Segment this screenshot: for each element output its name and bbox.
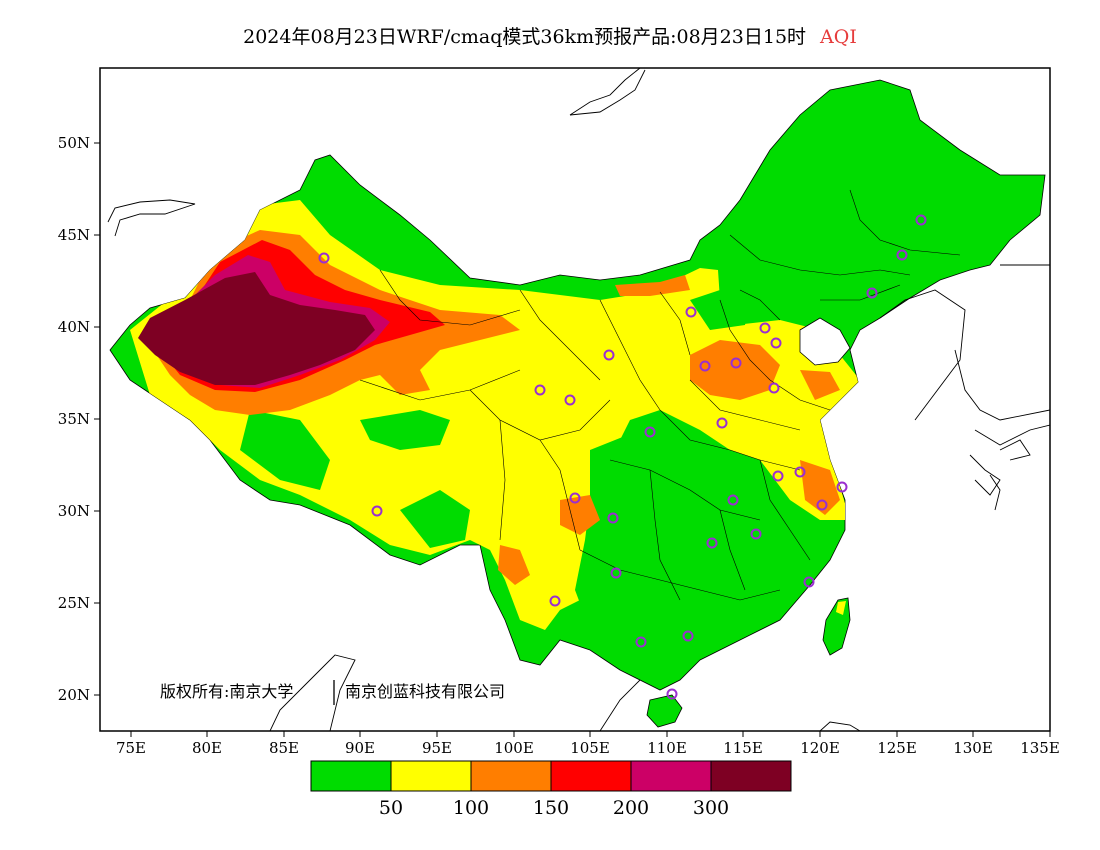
colorbar-swatch: [710, 760, 792, 792]
station-marker: [682, 630, 694, 642]
colorbar-label: 300: [693, 797, 729, 819]
title-variable: AQI: [820, 26, 857, 48]
station-marker: [603, 349, 615, 361]
station-marker: [730, 357, 742, 369]
lon-label: 100E: [494, 739, 534, 757]
station-marker: [896, 249, 908, 261]
colorbar-swatch: [630, 760, 712, 792]
lat-label: 50N: [58, 134, 90, 152]
lon-label: 85E: [269, 739, 299, 757]
title-main: 2024年08月23日WRF/cmaq模式36km预报产品:08月23日15时: [243, 26, 807, 48]
copyright-company: 南京创蓝科技有限公司: [345, 682, 505, 701]
aqi-band-orange: [560, 495, 600, 535]
station-marker: [770, 337, 782, 349]
aqi-band-maroon: [138, 272, 375, 385]
lon-label: 90E: [345, 739, 375, 757]
lon-label: 135E: [1020, 739, 1060, 757]
station-marker: [768, 382, 780, 394]
lat-label: 30N: [58, 502, 90, 520]
aqi-colorbar: 50 100 150 200 300: [310, 760, 792, 819]
lat-label: 25N: [58, 594, 90, 612]
colorbar-label: 100: [453, 797, 489, 819]
station-marker: [371, 505, 383, 517]
aqi-patch-green: [240, 410, 330, 490]
station-marker: [836, 481, 848, 493]
colorbar-label: 50: [379, 797, 403, 819]
neighbor-coastlines: [107, 68, 1050, 731]
colorbar-swatch: [390, 760, 472, 792]
lon-label: 130E: [953, 739, 993, 757]
lat-label: 20N: [58, 686, 90, 704]
aqi-band-orange: [800, 370, 840, 400]
station-marker: [685, 306, 697, 318]
station-marker: [750, 528, 762, 540]
station-marker: [915, 214, 927, 226]
aqi-patch-green: [400, 490, 470, 548]
station-marker: [727, 494, 739, 506]
aqi-band-orange: [800, 460, 840, 515]
lon-label: 95E: [422, 739, 452, 757]
station-marker: [866, 287, 878, 299]
aqi-patch-green: [360, 410, 450, 450]
station-marker: [772, 470, 784, 482]
lon-label: 120E: [800, 739, 840, 757]
lon-label: 80E: [192, 739, 222, 757]
station-marker: [816, 499, 828, 511]
latitude-axis: 50N 45N 40N 35N 30N 25N 20N: [58, 134, 100, 704]
colorbar-swatch: [310, 760, 392, 792]
station-marker: [803, 576, 815, 588]
colorbar-label: 150: [533, 797, 569, 819]
station-marker: [564, 394, 576, 406]
station-marker: [607, 512, 619, 524]
aqi-band-orange: [690, 340, 780, 400]
aqi-band-orange: [498, 545, 530, 585]
colorbar-swatch: [550, 760, 632, 792]
station-markers: [318, 214, 927, 700]
colorbar-label: 200: [613, 797, 649, 819]
station-marker: [534, 384, 546, 396]
lon-label: 105E: [570, 739, 610, 757]
bohai-sea: [799, 317, 851, 366]
aqi-patch-green: [575, 430, 770, 650]
taiwan-yellow: [836, 601, 846, 615]
lon-label: 125E: [877, 739, 917, 757]
station-marker: [635, 636, 647, 648]
station-marker: [549, 595, 561, 607]
lon-label: 115E: [723, 739, 763, 757]
lat-label: 35N: [58, 410, 90, 428]
lat-label: 40N: [58, 318, 90, 336]
hainan-region: [646, 694, 683, 728]
station-marker: [794, 466, 806, 478]
station-marker: [666, 688, 678, 700]
station-marker: [759, 322, 771, 334]
copyright-owner: 版权所有:南京大学: [160, 682, 293, 701]
station-marker: [610, 567, 622, 579]
station-marker: [644, 426, 656, 438]
lat-label: 45N: [58, 226, 90, 244]
station-marker: [699, 360, 711, 372]
aqi-patch-green: [690, 290, 750, 330]
longitude-axis: 75E 80E 85E 90E 95E 100E 105E 110E 115E …: [116, 731, 1060, 757]
station-marker: [716, 417, 728, 429]
lon-label: 75E: [116, 739, 146, 757]
lon-label: 110E: [647, 739, 687, 757]
colorbar-swatch: [470, 760, 552, 792]
aqi-band-orange: [615, 275, 690, 296]
station-marker: [318, 252, 330, 264]
station-marker: [706, 537, 718, 549]
province-boundaries: [359, 189, 961, 601]
station-marker: [569, 492, 581, 504]
map-title: 2024年08月23日WRF/cmaq模式36km预报产品:08月23日15时 A…: [0, 22, 1100, 49]
